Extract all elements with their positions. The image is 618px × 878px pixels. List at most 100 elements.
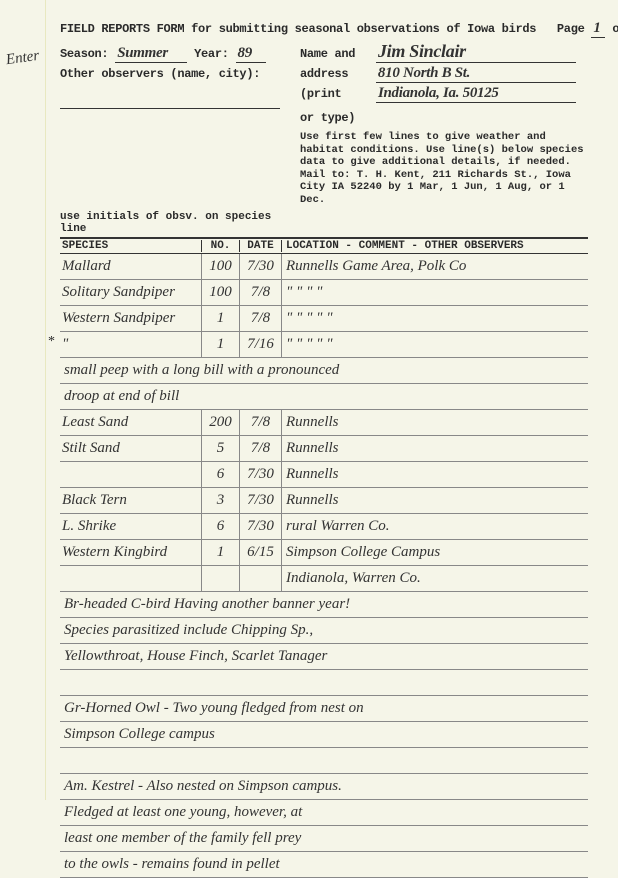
left-margin-rule xyxy=(45,0,46,800)
cell-date: 7/8 xyxy=(240,280,282,305)
table-row: Indianola, Warren Co. xyxy=(60,566,588,592)
header-species: SPECIES xyxy=(60,240,202,252)
cell-no: 200 xyxy=(202,410,240,435)
instructions: Use first few lines to give weather and … xyxy=(300,131,588,207)
header-date: DATE xyxy=(240,240,282,252)
cell-species: " xyxy=(60,332,202,357)
table-row: "17/16" " " " " xyxy=(60,332,588,358)
form-title-line: FIELD REPORTS FORM for submitting season… xyxy=(60,20,588,38)
header-no: NO. xyxy=(202,240,240,252)
cell-no: 5 xyxy=(202,436,240,461)
addr-label3: or type) xyxy=(300,111,355,125)
page-of: of xyxy=(612,22,618,36)
cell-date xyxy=(240,566,282,591)
note-row: small peep with a long bill with a prono… xyxy=(60,358,588,384)
addr-block: address 810 North B St. xyxy=(300,65,588,83)
cell-no xyxy=(202,566,240,591)
table-row: Solitary Sandpiper1007/8" " " " xyxy=(60,280,588,306)
star-marker: * xyxy=(48,334,55,350)
cell-loc: " " " " " xyxy=(282,310,588,327)
cell-date: 6/15 xyxy=(240,540,282,565)
cell-species: Stilt Sand xyxy=(60,436,202,461)
cell-no: 1 xyxy=(202,332,240,357)
name-block: Name and Jim Sinclair xyxy=(300,41,588,63)
cell-date: 7/30 xyxy=(240,488,282,513)
cell-species: Black Tern xyxy=(60,488,202,513)
page-num: 1 xyxy=(591,20,605,38)
addr-label2: (print xyxy=(300,87,341,101)
cell-species: Solitary Sandpiper xyxy=(60,280,202,305)
initials-line: use initials of obsv. on species line xyxy=(60,211,300,235)
table-header: SPECIES NO. DATE LOCATION - COMMENT - OT… xyxy=(60,238,588,254)
cell-no: 1 xyxy=(202,540,240,565)
addr-label1: address xyxy=(300,67,348,81)
note-row: Br-headed C-bird Having another banner y… xyxy=(60,592,588,618)
margin-annotation: Enter xyxy=(5,48,40,69)
table-row: Mallard1007/30Runnells Game Area, Polk C… xyxy=(60,254,588,280)
year-value: 89 xyxy=(236,45,266,63)
cell-species: L. Shrike xyxy=(60,514,202,539)
form-header: FIELD REPORTS FORM for submitting season… xyxy=(60,20,588,125)
initials-row: use initials of obsv. on species line xyxy=(60,211,588,238)
note-row: Gr-Horned Owl - Two young fledged from n… xyxy=(60,696,588,722)
cell-loc: rural Warren Co. xyxy=(282,518,588,535)
form-title: FIELD REPORTS FORM for submitting season… xyxy=(60,22,536,36)
cell-no: 3 xyxy=(202,488,240,513)
cell-no: 6 xyxy=(202,514,240,539)
blank-row xyxy=(60,670,588,696)
note-row: least one member of the family fell prey xyxy=(60,826,588,852)
name-label: Name and xyxy=(300,47,355,61)
note-row: Simpson College campus xyxy=(60,722,588,748)
table-row: Black Tern37/30Runnells xyxy=(60,488,588,514)
cell-date: 7/16 xyxy=(240,332,282,357)
cell-loc: Runnells xyxy=(282,492,588,509)
cell-no: 100 xyxy=(202,254,240,279)
note-row: Yellowthroat, House Finch, Scarlet Tanag… xyxy=(60,644,588,670)
cell-date: 7/8 xyxy=(240,410,282,435)
cell-no: 6 xyxy=(202,462,240,487)
blank-rule xyxy=(60,105,280,109)
page-label: Page xyxy=(557,22,585,36)
season-label: Season: xyxy=(60,47,108,61)
name-value: Jim Sinclair xyxy=(376,41,576,63)
header-loc: LOCATION - COMMENT - OTHER OBSERVERS xyxy=(282,240,588,252)
cell-species: Least Sand xyxy=(60,410,202,435)
cell-date: 7/30 xyxy=(240,514,282,539)
table-row: Western Kingbird16/15Simpson College Cam… xyxy=(60,540,588,566)
cell-loc: Runnells xyxy=(282,440,588,457)
note-row: Species parasitized include Chipping Sp.… xyxy=(60,618,588,644)
season-year: Season: Summer Year: 89 xyxy=(60,45,300,63)
data-rows-2: Least Sand2007/8RunnellsStilt Sand57/8Ru… xyxy=(60,410,588,592)
cell-species: Mallard xyxy=(60,254,202,279)
cell-date: 7/8 xyxy=(240,306,282,331)
addr2: Indianola, Ia. 50125 xyxy=(376,85,576,103)
table-row: L. Shrike67/30rural Warren Co. xyxy=(60,514,588,540)
addr1: 810 North B St. xyxy=(376,65,576,83)
cell-loc: " " " " xyxy=(282,284,588,301)
table-row: Least Sand2007/8Runnells xyxy=(60,410,588,436)
cell-loc: Runnells xyxy=(282,466,588,483)
note-row: Am. Kestrel - Also nested on Simpson cam… xyxy=(60,774,588,800)
season-value: Summer xyxy=(115,45,187,63)
cell-species xyxy=(60,462,202,487)
data-rows-1: Mallard1007/30Runnells Game Area, Polk C… xyxy=(60,254,588,358)
note-row: droop at end of bill xyxy=(60,384,588,410)
cell-loc: Indianola, Warren Co. xyxy=(282,570,588,587)
table-row: 67/30Runnells xyxy=(60,462,588,488)
cell-date: 7/30 xyxy=(240,254,282,279)
table-row: Western Sandpiper17/8" " " " " xyxy=(60,306,588,332)
cell-loc: " " " " " xyxy=(282,336,588,353)
note-row: Fledged at least one young, however, at xyxy=(60,800,588,826)
cell-date: 7/30 xyxy=(240,462,282,487)
other-obs-label: Other observers (name, city): xyxy=(60,67,300,81)
note-row: to the owls - remains found in pellet xyxy=(60,852,588,878)
year-label: Year: xyxy=(194,47,229,61)
cell-loc: Runnells Game Area, Polk Co xyxy=(282,258,588,275)
cell-species: Western Sandpiper xyxy=(60,306,202,331)
table-row: Stilt Sand57/8Runnells xyxy=(60,436,588,462)
cell-no: 100 xyxy=(202,280,240,305)
cell-loc: Simpson College Campus xyxy=(282,544,588,561)
cell-loc: Runnells xyxy=(282,414,588,431)
blank-row xyxy=(60,748,588,774)
cell-no: 1 xyxy=(202,306,240,331)
